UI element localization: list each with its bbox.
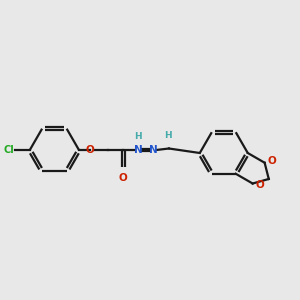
Text: Cl: Cl: [4, 145, 14, 155]
Text: O: O: [86, 145, 95, 155]
Text: H: H: [134, 132, 142, 141]
Text: O: O: [255, 180, 264, 190]
Text: N: N: [149, 145, 158, 155]
Text: N: N: [134, 145, 143, 155]
Text: O: O: [119, 173, 128, 183]
Text: H: H: [164, 131, 172, 140]
Text: O: O: [267, 156, 276, 166]
